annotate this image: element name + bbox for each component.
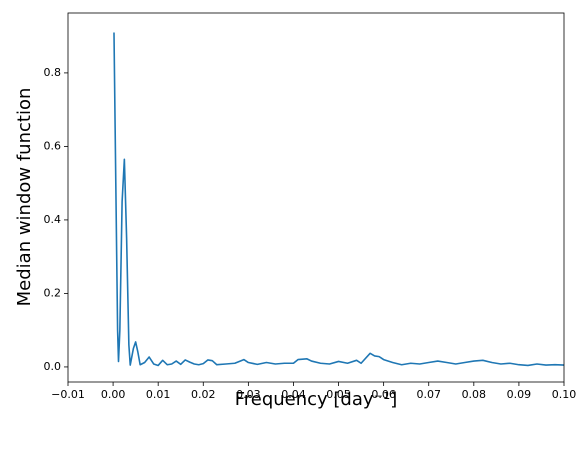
x-tick-label: 0.09 bbox=[507, 388, 532, 401]
x-tick-label: 0.00 bbox=[101, 388, 126, 401]
x-tick-label: 0.03 bbox=[236, 388, 261, 401]
x-tick-label: 0.01 bbox=[146, 388, 171, 401]
x-tick-label: −0.01 bbox=[51, 388, 85, 401]
y-tick-label: 0.6 bbox=[44, 139, 62, 152]
x-tick-label: 0.07 bbox=[416, 388, 441, 401]
data-line bbox=[113, 32, 565, 367]
x-tick-label: 0.05 bbox=[326, 388, 351, 401]
y-tick-label: 0.4 bbox=[44, 213, 62, 226]
x-tick-label: 0.02 bbox=[191, 388, 216, 401]
y-tick-label: 0.0 bbox=[44, 360, 62, 373]
x-tick-label: 0.08 bbox=[462, 388, 487, 401]
x-tick-label: 0.06 bbox=[371, 388, 396, 401]
y-tick-label: 0.8 bbox=[44, 66, 62, 79]
x-tick-label: 0.04 bbox=[281, 388, 306, 401]
y-axis-label: Median window function bbox=[14, 88, 35, 307]
x-axis-label: Frequency [day⁻¹] bbox=[235, 389, 398, 410]
y-tick-label: 0.2 bbox=[44, 286, 62, 299]
x-tick-label: 0.10 bbox=[552, 388, 577, 401]
plot-frame bbox=[67, 12, 565, 383]
